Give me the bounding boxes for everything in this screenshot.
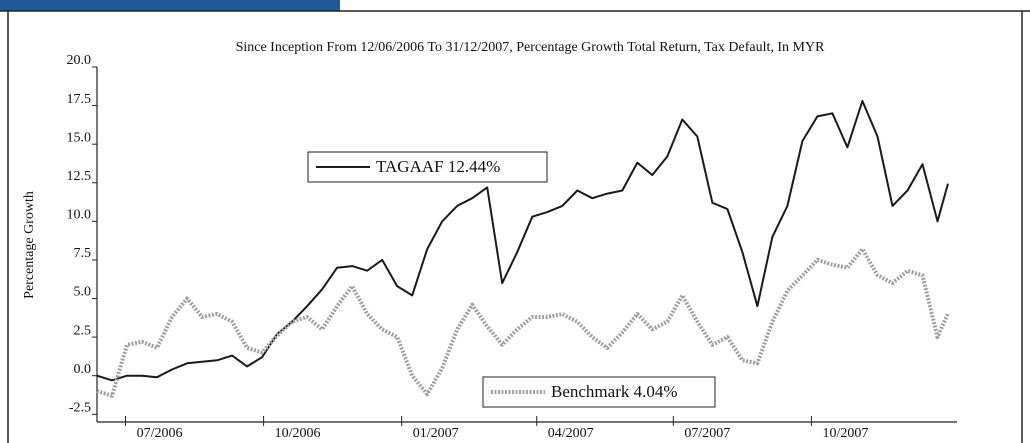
y-tick-label: 2.5 (74, 323, 92, 338)
x-tick-label: 04/2007 (548, 426, 594, 441)
y-axis-label: Percentage Growth (22, 191, 37, 299)
y-tick-label: 17.5 (67, 92, 92, 107)
y-tick-label: 10.0 (67, 208, 92, 223)
legend-label: Benchmark 4.04% (551, 382, 678, 401)
x-tick-label: 07/2007 (684, 426, 730, 441)
x-tick-label: 01/2007 (413, 426, 459, 441)
y-tick-label: 12.5 (67, 169, 92, 184)
series-line (96, 100, 949, 382)
y-tick-label: -2.5 (69, 401, 91, 416)
header-bar (0, 0, 340, 11)
y-tick-label: 0.0 (74, 362, 92, 377)
x-tick-label: 07/2006 (137, 426, 183, 441)
y-tick-label: 7.5 (74, 246, 92, 261)
legend-label: TAGAAF 12.44% (376, 157, 500, 176)
series-line (96, 247, 950, 398)
y-tick-label: 5.0 (74, 285, 92, 300)
x-tick-label: 10/2006 (275, 426, 321, 441)
legend-box (482, 376, 716, 408)
x-tick-label: 10/2007 (822, 426, 868, 441)
chart-title: Since Inception From 12/06/2006 To 31/12… (236, 40, 826, 55)
y-tick-label: 20.0 (67, 53, 92, 68)
y-tick-label: 15.0 (67, 130, 92, 145)
